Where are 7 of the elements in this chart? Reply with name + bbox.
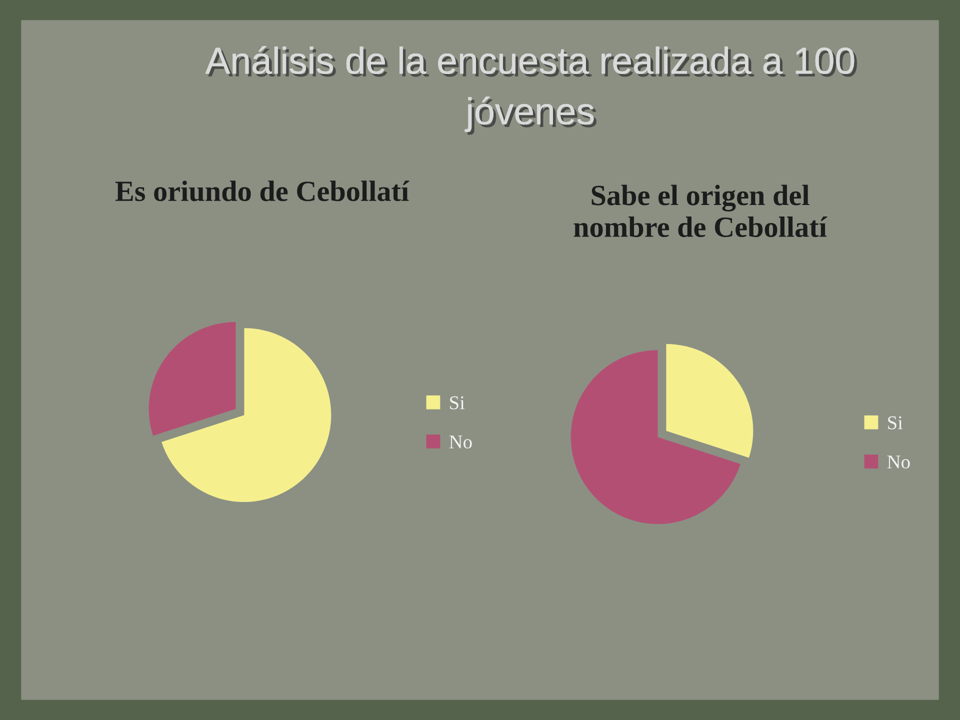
legend-label: No — [887, 456, 910, 468]
chart-title: Sabe el origen del nombre de Cebollatí — [574, 184, 828, 238]
legend-label: Si — [450, 396, 465, 410]
chart-title: Es oriundo de Cebollatí — [115, 180, 410, 202]
legend-label: No — [449, 436, 472, 448]
text: Análisis de la encuesta realizada a 100 jóvenes — [205, 46, 857, 135]
legend-label: Si — [888, 416, 903, 430]
